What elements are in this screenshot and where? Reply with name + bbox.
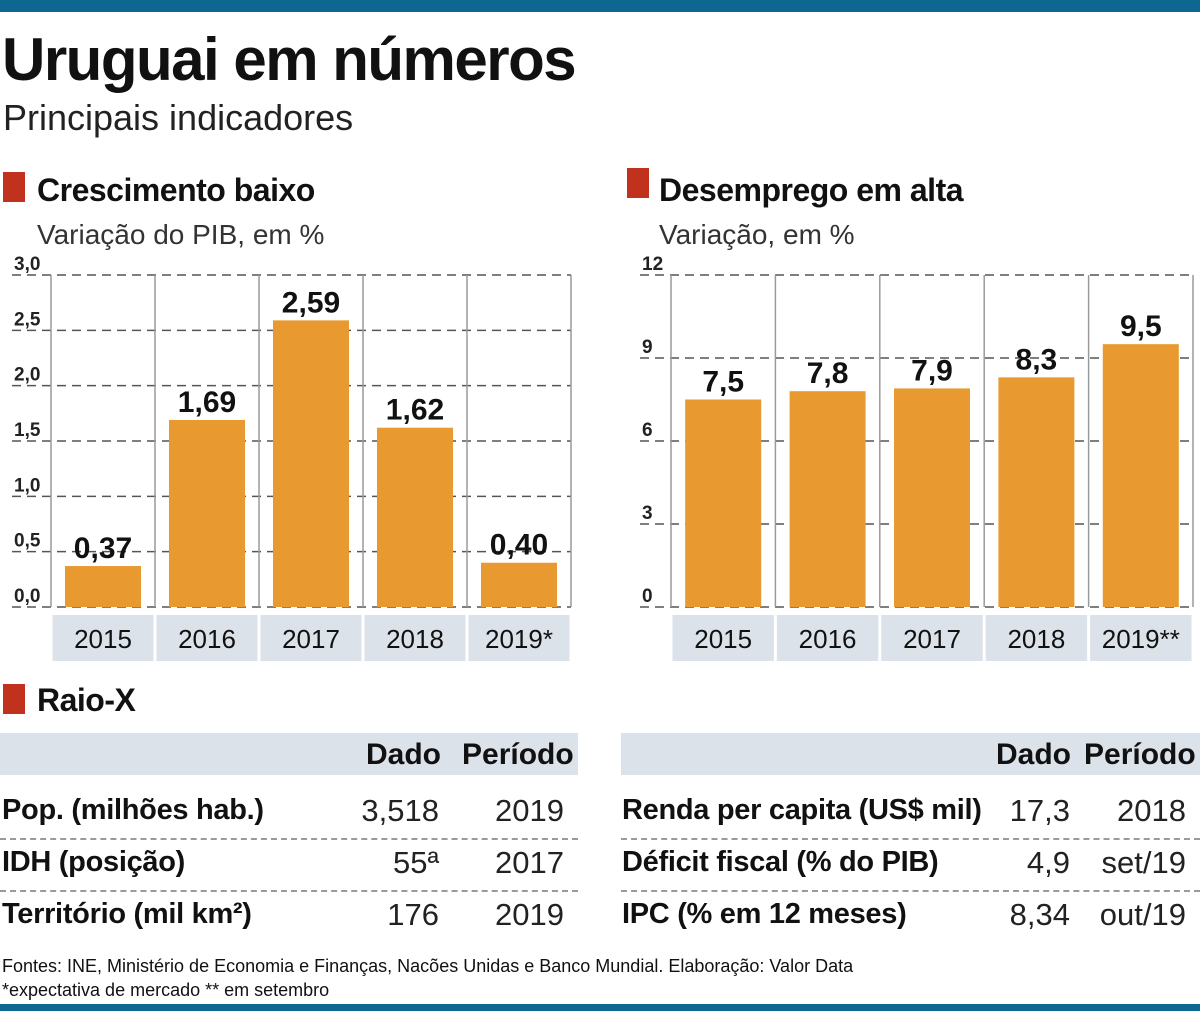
table-row-label: Pop. (milhões hab.) (2, 794, 264, 826)
data-label: 0,37 (74, 532, 132, 565)
table-header-left (0, 733, 578, 775)
x-tick-label: 2015 (74, 624, 132, 654)
table-row-value: 4,9 (1026, 845, 1070, 880)
table-row-label: Renda per capita (US$ mil) (622, 794, 982, 826)
table-row-label: Território (mil km²) (2, 898, 252, 930)
table-row-label: IDH (posição) (2, 846, 186, 878)
x-tick-label: 2019** (1102, 624, 1180, 654)
category-band (260, 615, 362, 661)
y-tick-label: 3,0 (14, 255, 40, 275)
table-row-period: set/19 (1101, 845, 1186, 880)
bar (481, 562, 557, 607)
y-tick-label: 6 (642, 420, 653, 441)
footnote: *expectativa de mercado ** em setembro (2, 980, 330, 1000)
table-row-period: 2019 (495, 793, 564, 828)
x-tick-label: 2018 (1007, 624, 1065, 654)
row-divider (621, 838, 1200, 840)
x-tick-label: 2016 (799, 624, 857, 654)
table-row-period: 2018 (1117, 793, 1186, 828)
bar (998, 377, 1075, 607)
column-header-periodo: Período (462, 738, 574, 771)
y-tick-label: 9 (642, 337, 653, 358)
category-band (156, 615, 258, 661)
table-header-right (621, 733, 1200, 775)
bar (789, 391, 866, 607)
top-rule (0, 0, 1200, 12)
chart-gdp: 0,0 0,5 1,0 1,5 2,0 2,5 3,0 0,37 1,69 2,59 1,62 0,4… (12, 255, 572, 661)
column-header-dado: Dado (996, 738, 1071, 771)
table-row-value: 176 (387, 897, 439, 932)
y-tick-label: 3 (642, 503, 653, 524)
y-tick-label: 1,5 (14, 420, 41, 441)
y-tick-label: 0,0 (14, 586, 40, 607)
chart-unemployment: 0 3 6 9 12 7,5 7,8 7,9 8,3 9,5 2015 2016 2017 2018 201… (640, 255, 1194, 661)
row-divider (0, 890, 578, 892)
category-band (776, 615, 879, 661)
bar (685, 399, 762, 607)
y-tick-label: 2,0 (14, 365, 40, 386)
category-band (672, 615, 774, 661)
section-marker (627, 168, 649, 198)
y-tick-label: 0 (642, 586, 653, 607)
bar (894, 388, 970, 607)
data-label: 7,5 (702, 366, 744, 399)
table-row-period: 2017 (495, 845, 564, 880)
data-label: 2,59 (282, 286, 340, 319)
bottom-rule (0, 1004, 1200, 1011)
bar (273, 320, 349, 607)
data-label: 7,9 (911, 354, 953, 387)
chart-gdp-title: Crescimento baixo (37, 172, 315, 208)
raio-x-title: Raio-X (37, 682, 136, 718)
category-band (364, 615, 466, 661)
y-tick-label: 0,5 (14, 531, 41, 552)
data-label: 9,5 (1120, 310, 1162, 343)
row-divider (621, 890, 1200, 892)
sources-note: Fontes: INE, Ministério de Economia e Fi… (2, 956, 854, 976)
table-row-value: 8,34 (1009, 897, 1070, 932)
x-tick-label: 2018 (386, 624, 444, 654)
x-tick-label: 2019* (485, 624, 553, 654)
category-band (468, 615, 570, 661)
y-tick-label: 12 (642, 255, 663, 275)
bar (377, 427, 453, 607)
data-label: 7,8 (807, 357, 849, 390)
section-marker (3, 172, 25, 202)
table-row-label: IPC (% em 12 meses) (622, 898, 907, 930)
category-band (985, 615, 1088, 661)
data-label: 1,62 (386, 394, 444, 427)
category-band (1090, 615, 1192, 661)
column-header-periodo: Período (1084, 738, 1196, 771)
bar (1102, 344, 1179, 607)
x-tick-label: 2015 (694, 624, 752, 654)
table-row-label: Déficit fiscal (% do PIB) (622, 846, 939, 878)
chart-unemployment-subtitle: Variação, em % (659, 219, 855, 250)
x-tick-label: 2016 (178, 624, 236, 654)
category-band (52, 615, 154, 661)
data-label: 1,69 (178, 386, 236, 419)
table-row-value: 55ª (393, 845, 439, 880)
table-row-period: out/19 (1099, 897, 1186, 932)
bar (169, 419, 245, 607)
table-row-period: 2019 (495, 897, 564, 932)
category-band (881, 615, 983, 661)
y-tick-label: 1,0 (14, 475, 40, 496)
chart-unemployment-title: Desemprego em alta (659, 172, 964, 208)
data-label: 0,40 (490, 529, 548, 562)
row-divider (0, 838, 578, 840)
column-header-dado: Dado (366, 738, 441, 771)
x-tick-label: 2017 (903, 624, 961, 654)
bar (65, 566, 141, 607)
section-marker (3, 684, 25, 714)
page-title: Uruguai em números (2, 26, 577, 93)
data-label: 8,3 (1016, 343, 1058, 376)
page-subtitle: Principais indicadores (3, 97, 354, 138)
y-tick-label: 2,5 (14, 309, 41, 330)
x-tick-label: 2017 (282, 624, 340, 654)
chart-gdp-subtitle: Variação do PIB, em % (37, 219, 325, 250)
table-row-value: 3,518 (361, 793, 439, 828)
table-row-value: 17,3 (1009, 793, 1070, 828)
